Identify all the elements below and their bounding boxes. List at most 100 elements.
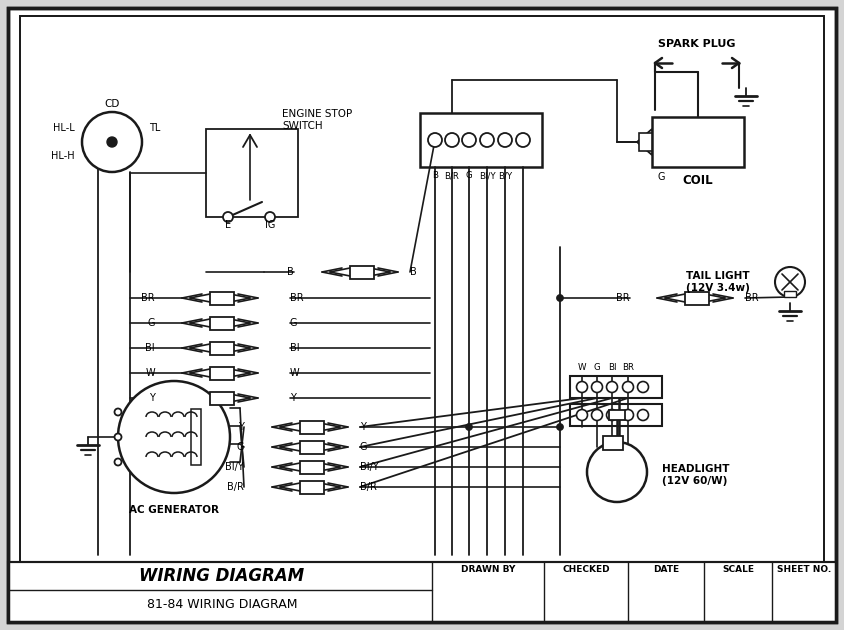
Bar bbox=[20, 16, 824, 562]
Circle shape bbox=[82, 112, 142, 172]
Circle shape bbox=[115, 433, 122, 440]
Text: CD: CD bbox=[105, 99, 120, 109]
Circle shape bbox=[592, 382, 603, 392]
Text: BI/Y: BI/Y bbox=[225, 462, 244, 472]
Bar bbox=[210, 391, 234, 404]
Bar bbox=[784, 291, 796, 297]
Text: WIRING DIAGRAM: WIRING DIAGRAM bbox=[139, 567, 305, 585]
Text: G: G bbox=[290, 318, 297, 328]
Text: G: G bbox=[466, 171, 473, 181]
Text: W: W bbox=[145, 368, 155, 378]
Text: BR: BR bbox=[142, 293, 155, 303]
Circle shape bbox=[637, 382, 648, 392]
Text: G: G bbox=[593, 364, 600, 372]
Text: IG: IG bbox=[265, 220, 275, 230]
Text: COIL: COIL bbox=[683, 173, 713, 186]
Circle shape bbox=[576, 382, 587, 392]
Text: ENGINE STOP
SWITCH: ENGINE STOP SWITCH bbox=[282, 109, 352, 131]
Text: BI/Y: BI/Y bbox=[479, 171, 495, 181]
Circle shape bbox=[592, 410, 603, 420]
Text: B: B bbox=[410, 267, 417, 277]
Circle shape bbox=[607, 382, 618, 392]
Text: B: B bbox=[287, 267, 294, 277]
Bar bbox=[8, 562, 836, 622]
Bar bbox=[639, 133, 652, 151]
Circle shape bbox=[556, 423, 564, 430]
Bar bbox=[300, 481, 324, 493]
Text: CHECKED: CHECKED bbox=[562, 566, 610, 575]
Bar bbox=[210, 367, 234, 379]
Text: DRAWN BY: DRAWN BY bbox=[461, 566, 515, 575]
Circle shape bbox=[556, 294, 564, 302]
Text: SHEET NO.: SHEET NO. bbox=[776, 566, 831, 575]
Bar bbox=[420, 113, 542, 167]
Text: HEADLIGHT
(12V 60/W): HEADLIGHT (12V 60/W) bbox=[662, 464, 729, 486]
Bar bbox=[685, 292, 709, 304]
Text: G: G bbox=[148, 318, 155, 328]
Bar bbox=[210, 341, 234, 355]
Bar bbox=[300, 440, 324, 454]
Text: W: W bbox=[578, 364, 587, 372]
Text: G: G bbox=[236, 442, 244, 452]
Circle shape bbox=[462, 133, 476, 147]
Text: B/Y: B/Y bbox=[498, 171, 512, 181]
Bar bbox=[300, 461, 324, 474]
Circle shape bbox=[445, 133, 459, 147]
Circle shape bbox=[498, 133, 512, 147]
Bar bbox=[206, 129, 298, 217]
Bar bbox=[652, 117, 744, 167]
Text: B/R: B/R bbox=[360, 482, 377, 492]
Text: G: G bbox=[658, 172, 666, 182]
Text: SPARK PLUG: SPARK PLUG bbox=[658, 39, 736, 49]
Bar bbox=[300, 420, 324, 433]
Bar bbox=[210, 316, 234, 329]
Text: B/R: B/R bbox=[445, 171, 459, 181]
Bar bbox=[191, 409, 201, 465]
Polygon shape bbox=[637, 129, 652, 155]
Circle shape bbox=[480, 133, 494, 147]
Circle shape bbox=[637, 410, 648, 420]
Circle shape bbox=[623, 382, 634, 392]
Text: Y: Y bbox=[360, 422, 366, 432]
Circle shape bbox=[115, 408, 122, 416]
Text: BR: BR bbox=[745, 293, 759, 303]
Text: B/R: B/R bbox=[227, 482, 244, 492]
Text: BI/Y: BI/Y bbox=[360, 462, 379, 472]
Text: BI: BI bbox=[145, 343, 155, 353]
Text: Y: Y bbox=[290, 393, 296, 403]
Circle shape bbox=[576, 410, 587, 420]
Text: Y: Y bbox=[238, 422, 244, 432]
Text: AC GENERATOR: AC GENERATOR bbox=[129, 505, 219, 515]
Text: HL-H: HL-H bbox=[51, 151, 75, 161]
Text: BR: BR bbox=[290, 293, 304, 303]
Text: B: B bbox=[432, 171, 438, 181]
Text: TAIL LIGHT
(12V 3.4w): TAIL LIGHT (12V 3.4w) bbox=[686, 271, 750, 293]
Bar bbox=[20, 16, 824, 562]
Circle shape bbox=[223, 212, 233, 222]
Text: DATE: DATE bbox=[653, 566, 679, 575]
Circle shape bbox=[607, 410, 618, 420]
Bar bbox=[210, 292, 234, 304]
Text: BI: BI bbox=[608, 364, 616, 372]
Text: 81-84 WIRING DIAGRAM: 81-84 WIRING DIAGRAM bbox=[147, 597, 297, 610]
Circle shape bbox=[265, 212, 275, 222]
Circle shape bbox=[775, 267, 805, 297]
Text: G: G bbox=[360, 442, 367, 452]
Text: W: W bbox=[290, 368, 300, 378]
Text: HL-L: HL-L bbox=[53, 123, 75, 133]
Circle shape bbox=[516, 133, 530, 147]
Text: TL: TL bbox=[149, 123, 160, 133]
Text: SCALE: SCALE bbox=[722, 566, 754, 575]
Bar bbox=[603, 436, 623, 450]
Circle shape bbox=[623, 410, 634, 420]
Circle shape bbox=[428, 133, 442, 147]
Circle shape bbox=[118, 381, 230, 493]
Circle shape bbox=[466, 423, 473, 430]
Text: E: E bbox=[225, 220, 231, 230]
Bar bbox=[570, 376, 662, 398]
Text: BR: BR bbox=[616, 293, 630, 303]
Text: BI: BI bbox=[290, 343, 300, 353]
Bar bbox=[609, 410, 625, 420]
Bar bbox=[350, 265, 374, 278]
Text: Y: Y bbox=[149, 393, 155, 403]
